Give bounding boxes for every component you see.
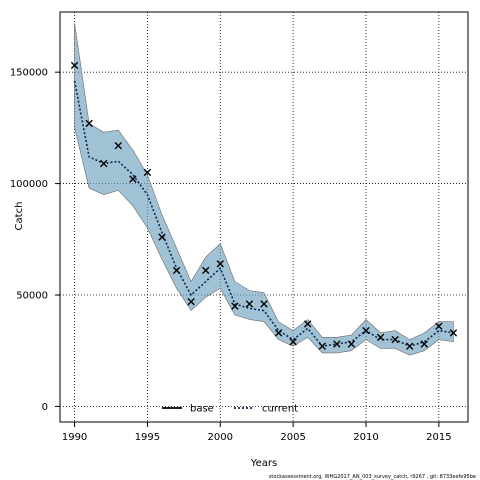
observed-point xyxy=(202,266,210,275)
axes: 1990 1995 2000 2005 2010 2015 0 50000 100000 1500… xyxy=(10,11,469,443)
grid-lines xyxy=(60,12,468,422)
observed-point xyxy=(231,302,239,310)
y-tick-label: 50000 xyxy=(16,290,48,301)
x-tick-label: 2000 xyxy=(208,432,233,443)
series-lines xyxy=(73,80,454,348)
observed-points xyxy=(70,61,458,350)
legend-label-current: current xyxy=(262,404,298,415)
observed-point xyxy=(100,159,108,168)
y-tick-label: 0 xyxy=(42,402,48,413)
x-tick-label: 1990 xyxy=(62,432,87,443)
x-axis-title: Years xyxy=(250,458,277,469)
observed-point xyxy=(435,322,443,330)
y-tick-label: 150000 xyxy=(10,68,48,79)
observed-point xyxy=(172,266,181,275)
y-tick-label: 100000 xyxy=(10,179,48,190)
x-tick-label: 1995 xyxy=(135,432,160,443)
x-tick-label: 2015 xyxy=(426,432,451,443)
observed-point xyxy=(245,300,254,308)
y-axis-title: Catch xyxy=(14,202,25,231)
observed-point xyxy=(391,335,399,344)
observed-point xyxy=(304,320,312,328)
observed-point xyxy=(406,342,414,350)
confidence-band-area xyxy=(74,23,454,356)
observed-point xyxy=(347,340,356,348)
observed-point xyxy=(449,329,458,337)
observed-point xyxy=(85,119,93,128)
observed-point xyxy=(376,333,385,342)
series-line-current xyxy=(73,80,454,348)
observed-point xyxy=(333,340,341,348)
observed-point xyxy=(274,329,283,337)
observed-point xyxy=(289,338,297,346)
observed-point xyxy=(129,175,137,183)
confidence-band xyxy=(74,23,454,356)
legend-label-base: base xyxy=(190,404,214,415)
observed-point xyxy=(143,168,152,177)
observed-point xyxy=(187,297,195,306)
x-tick-label: 2010 xyxy=(353,432,378,443)
observed-point xyxy=(158,233,166,241)
observed-point xyxy=(216,260,224,268)
observed-point xyxy=(260,300,268,308)
observed-point xyxy=(70,61,79,70)
observed-point xyxy=(420,340,428,348)
observed-point xyxy=(362,326,370,335)
legend: base current xyxy=(162,404,298,415)
footnote: stockassessment.org, WHG2017_AN_003_surv… xyxy=(269,474,476,480)
x-tick-label: 2005 xyxy=(280,432,305,443)
observed-point xyxy=(114,142,122,150)
plot-frame xyxy=(59,11,469,423)
observed-point xyxy=(318,342,326,350)
